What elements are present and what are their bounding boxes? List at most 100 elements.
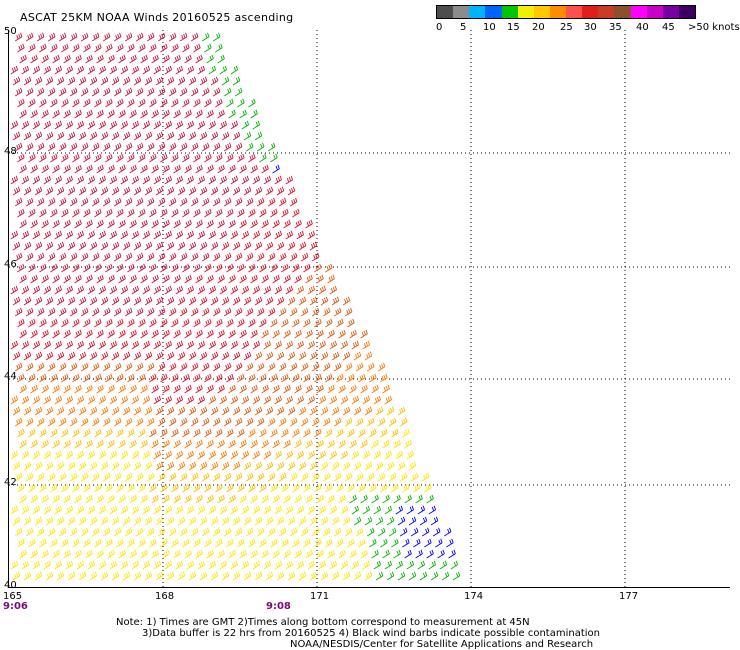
wind-barb — [197, 560, 206, 570]
wind-barb — [168, 32, 177, 42]
wind-barb — [340, 395, 349, 405]
wind-barb — [155, 241, 164, 251]
wind-barb — [100, 351, 109, 361]
wind-barb — [131, 450, 140, 460]
wind-barb — [237, 98, 245, 108]
wind-barb — [175, 65, 184, 75]
wind-barb — [261, 219, 269, 229]
wind-barb — [168, 307, 177, 317]
wind-barb — [21, 450, 30, 460]
wind-barb — [223, 417, 232, 427]
wind-barb — [98, 285, 107, 295]
wind-barb — [168, 142, 177, 152]
wind-barb — [391, 538, 399, 548]
wind-barb — [72, 263, 80, 273]
wind-barb — [124, 87, 133, 97]
wind-barb — [177, 461, 186, 471]
wind-barb — [234, 362, 243, 372]
wind-barb — [118, 54, 126, 64]
time-label: 9:06 — [3, 601, 28, 612]
wind-barb — [393, 439, 401, 449]
wind-barb — [303, 483, 311, 493]
wind-barb — [63, 439, 71, 449]
wind-barb — [69, 197, 78, 207]
wind-barb — [96, 109, 104, 119]
wind-barb — [179, 197, 188, 207]
colorbar-label: 0 — [436, 22, 443, 33]
wind-barb — [105, 373, 113, 383]
wind-barb — [322, 472, 331, 482]
wind-barb — [270, 263, 278, 273]
wind-barb — [122, 186, 131, 196]
wind-barb — [322, 417, 331, 427]
wind-barb — [199, 76, 208, 86]
wind-barb — [32, 175, 41, 185]
wind-barb — [406, 450, 415, 460]
wind-barb — [285, 285, 294, 295]
colorbar-label: >50 knots — [688, 22, 740, 33]
wind-barb — [316, 274, 324, 284]
wind-barb — [237, 538, 245, 548]
wind-barb — [274, 175, 283, 185]
wind-barb — [98, 175, 107, 185]
wind-barb — [232, 406, 241, 416]
wind-barb — [285, 395, 294, 405]
wind-barb — [232, 186, 241, 196]
wind-barb — [116, 98, 124, 108]
wind-barb — [85, 494, 93, 504]
wind-barb — [76, 505, 85, 515]
wind-barb — [193, 428, 201, 438]
wind-barb — [76, 175, 85, 185]
wind-barb — [177, 241, 186, 251]
wind-barb — [221, 76, 230, 86]
wind-barb — [10, 65, 19, 75]
wind-barb — [133, 516, 142, 526]
wind-barb — [94, 538, 102, 548]
wind-barb — [384, 505, 393, 515]
wind-barb — [85, 54, 93, 64]
wind-barb — [102, 417, 111, 427]
wind-barb — [184, 54, 192, 64]
wind-barb — [206, 164, 214, 174]
wind-barb — [226, 153, 234, 163]
wind-barb — [182, 483, 190, 493]
wind-barb — [98, 65, 107, 75]
wind-barb — [175, 340, 184, 350]
wind-barb — [69, 87, 78, 97]
wind-barb — [72, 208, 80, 218]
wind-barb — [160, 208, 168, 218]
note-line-2: 3)Data buffer is 22 hrs from 20160525 4)… — [142, 628, 600, 639]
wind-barb — [72, 98, 80, 108]
wind-barb — [124, 362, 133, 372]
wind-barb — [56, 571, 65, 581]
wind-barb — [245, 142, 254, 152]
wind-barb — [151, 274, 159, 284]
wind-barb — [272, 384, 280, 394]
wind-barb — [61, 263, 69, 273]
wind-map-plot[interactable] — [8, 30, 731, 588]
wind-barb — [116, 373, 124, 383]
wind-barb — [28, 428, 36, 438]
wind-barb — [311, 307, 320, 317]
wind-barb — [204, 373, 212, 383]
wind-barb — [292, 483, 300, 493]
wind-barb — [58, 472, 67, 482]
wind-barb — [122, 516, 131, 526]
wind-barb — [74, 274, 82, 284]
wind-barb — [109, 340, 118, 350]
wind-barb — [36, 527, 45, 537]
wind-barb — [91, 417, 100, 427]
wind-barb — [197, 285, 206, 295]
wind-barb — [281, 263, 289, 273]
wind-barb — [245, 197, 254, 207]
wind-barb — [151, 494, 159, 504]
wind-barb — [127, 483, 135, 493]
wind-barb — [12, 296, 21, 306]
wind-barb — [131, 120, 140, 130]
wind-barb — [149, 43, 157, 53]
wind-barb — [80, 197, 89, 207]
wind-barb — [129, 549, 137, 559]
wind-barb — [173, 219, 181, 229]
wind-barb — [19, 54, 27, 64]
wind-barb — [353, 461, 362, 471]
